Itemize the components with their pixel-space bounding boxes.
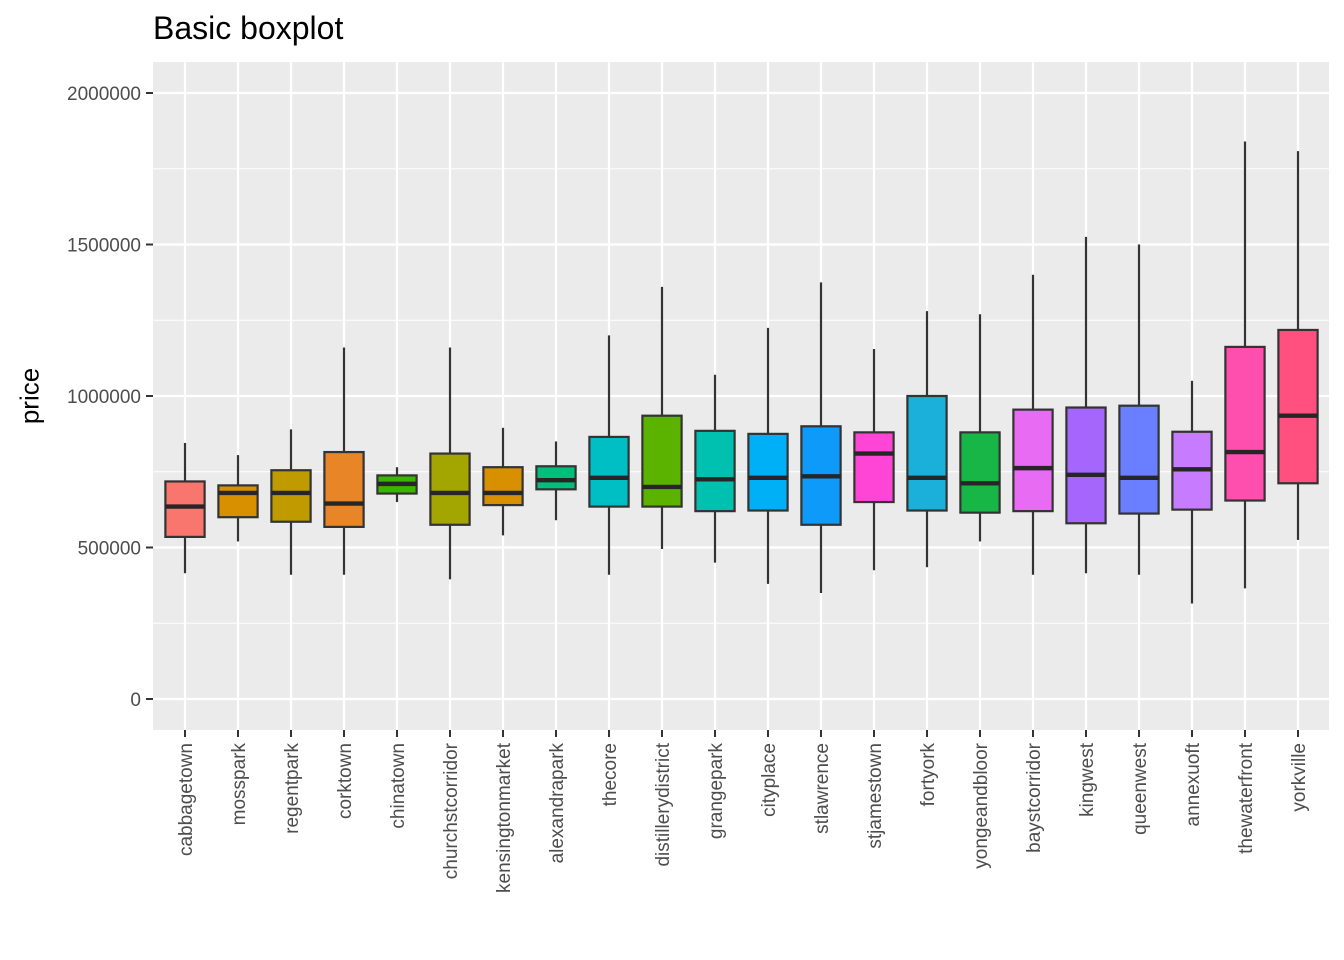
box-thecore [588,335,630,575]
y-tick-label: 500000 [78,539,141,560]
x-axis: cabbagetown mosspark regentpark corktown chi… [176,730,1310,893]
box-body [747,432,789,512]
y-axis: 0 500000 1000000 1500000 2000000 [67,84,153,711]
box-distillerydistrict [641,286,683,550]
box-grangepark [694,374,736,563]
box-annexuoft [1171,380,1213,604]
x-tick-label: corktown [335,743,356,819]
box-body [482,466,524,507]
box-body [906,394,948,512]
box-corktown [323,347,365,575]
box-body [217,484,259,519]
y-tick-label: 1500000 [67,236,141,257]
x-tick-label: annexuoft [1183,742,1204,826]
box-body [1118,404,1160,515]
x-tick-label: thewaterfront [1236,742,1257,854]
chart-title: Basic boxplot [153,10,344,46]
y-tick-label: 2000000 [67,84,141,105]
x-tick-label: churchstcorridor [441,742,462,879]
box-body [535,465,577,491]
x-tick-label: mosspark [229,743,250,826]
box-body [1065,406,1107,525]
box-body [1224,345,1266,502]
x-tick-label: thecore [600,743,621,806]
x-tick-label: distillerydistrict [653,742,674,866]
box-kingwest [1065,236,1107,574]
box-stlawrence [800,282,842,593]
x-tick-label: cabbagetown [176,743,197,856]
box-queenwest [1118,244,1160,575]
box-body [1012,408,1054,513]
box-baystcorridor [1012,274,1054,575]
box-yorkville [1277,151,1319,540]
box-body [694,429,736,513]
box-body [588,435,630,508]
box-series [164,141,1319,604]
box-mosspark [217,455,259,542]
x-tick-label: yongeandbloor [971,742,992,868]
box-stjamestown [853,349,895,571]
x-tick-label: cityplace [759,743,780,817]
box-fortyork [906,311,948,568]
box-body [1277,328,1319,485]
box-regentpark [270,429,312,575]
box-kensingtonmarket [482,427,524,536]
x-tick-label: regentpark [282,743,303,834]
box-thewaterfront [1224,141,1266,589]
y-tick-label: 0 [130,690,141,711]
box-chinatown [376,467,418,503]
box-churchstcorridor [429,347,471,580]
x-tick-label: yorkville [1289,743,1310,812]
box-body [164,480,206,538]
box-body [641,414,683,508]
y-tick-label: 1000000 [67,387,141,408]
x-tick-label: chinatown [388,743,409,829]
box-body [959,431,1001,514]
x-tick-label: grangepark [706,743,727,840]
box-cabbagetown [164,442,206,574]
box-body [853,431,895,504]
x-tick-label: fortyork [918,743,939,807]
x-tick-label: kingwest [1077,742,1098,817]
box-alexandrapark [535,441,577,521]
x-tick-label: queenwest [1130,742,1151,835]
x-tick-label: kensingtonmarket [494,742,515,893]
x-tick-label: stlawrence [812,743,833,834]
box-yongeandbloor [959,314,1001,542]
x-tick-label: baystcorridor [1024,742,1045,852]
x-tick-label: stjamestown [865,743,886,849]
box-body [323,450,365,528]
box-body [429,452,471,526]
x-tick-label: alexandrapark [547,743,568,864]
box-body [270,469,312,523]
box-cityplace [747,327,789,584]
